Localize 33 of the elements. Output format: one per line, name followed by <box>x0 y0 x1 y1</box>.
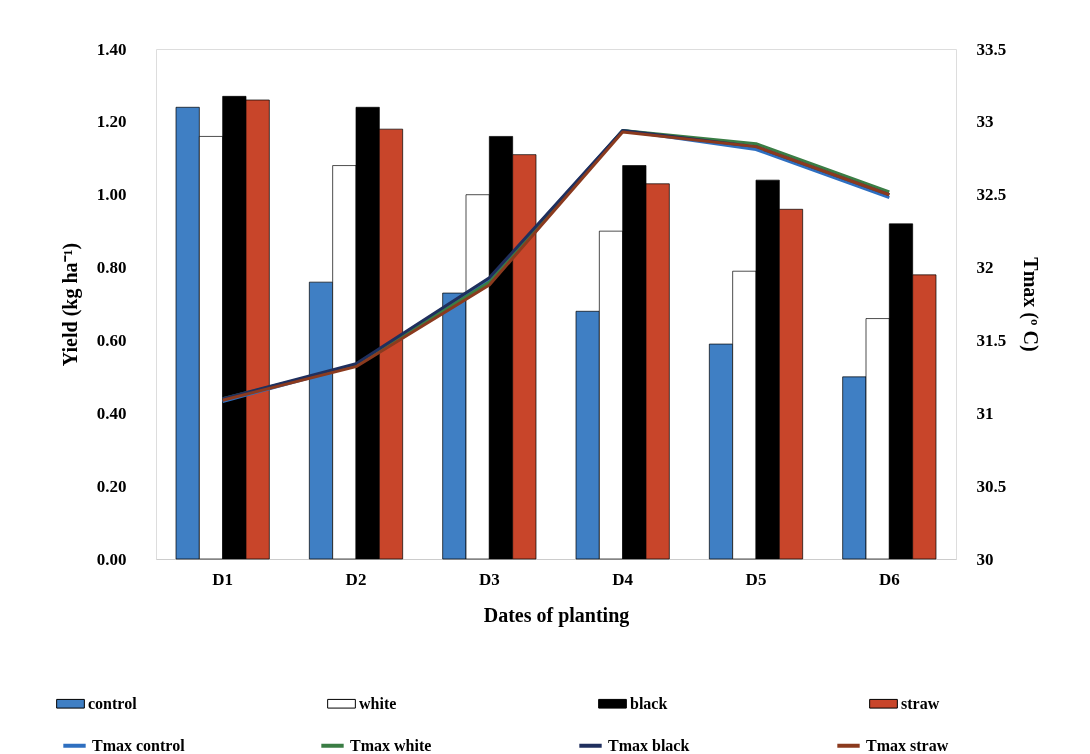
y2-tick-label: 30 <box>976 549 994 569</box>
y2-axis-title: Tmax (º C) <box>1019 257 1043 352</box>
legend-label: black <box>630 694 668 712</box>
x-tick-label: D2 <box>345 569 367 589</box>
legend-label: straw <box>901 694 940 712</box>
y-tick-label: 0.60 <box>96 330 127 350</box>
legend-label: Tmax control <box>92 736 186 754</box>
y-tick-label: 0.40 <box>96 403 127 423</box>
x-tick-label: D3 <box>478 569 500 589</box>
legend-label: Tmax straw <box>866 736 949 754</box>
x-tick-label: D1 <box>212 569 234 589</box>
x-tick-label: D5 <box>745 569 767 589</box>
y2-tick-label: 30.5 <box>976 476 1007 496</box>
x-tick-label: D4 <box>612 569 634 589</box>
x-axis-title: Dates of planting <box>483 603 630 627</box>
y-tick-label: 1.00 <box>96 185 127 205</box>
y-tick-label: 1.20 <box>96 112 127 132</box>
y-tick-label: 0.00 <box>96 549 127 569</box>
legend-label: Tmax black <box>608 736 690 754</box>
y2-tick-label: 33.5 <box>976 39 1007 59</box>
y2-tick-label: 32 <box>976 258 994 278</box>
legend-label: white <box>359 694 397 712</box>
y-axis-title: Yield (kg ha⁻¹) <box>58 242 82 367</box>
x-tick-label: D6 <box>878 569 900 589</box>
legend-label: control <box>88 694 138 712</box>
y-tick-label: 0.20 <box>96 476 127 496</box>
y2-tick-label: 31.5 <box>976 330 1007 350</box>
y2-tick-label: 32.5 <box>976 185 1007 205</box>
y2-tick-label: 33 <box>976 112 994 132</box>
y-tick-label: 1.40 <box>96 39 127 59</box>
y-tick-label: 0.80 <box>96 258 127 278</box>
legend-label: Tmax white <box>350 736 432 754</box>
y2-tick-label: 31 <box>976 403 994 423</box>
